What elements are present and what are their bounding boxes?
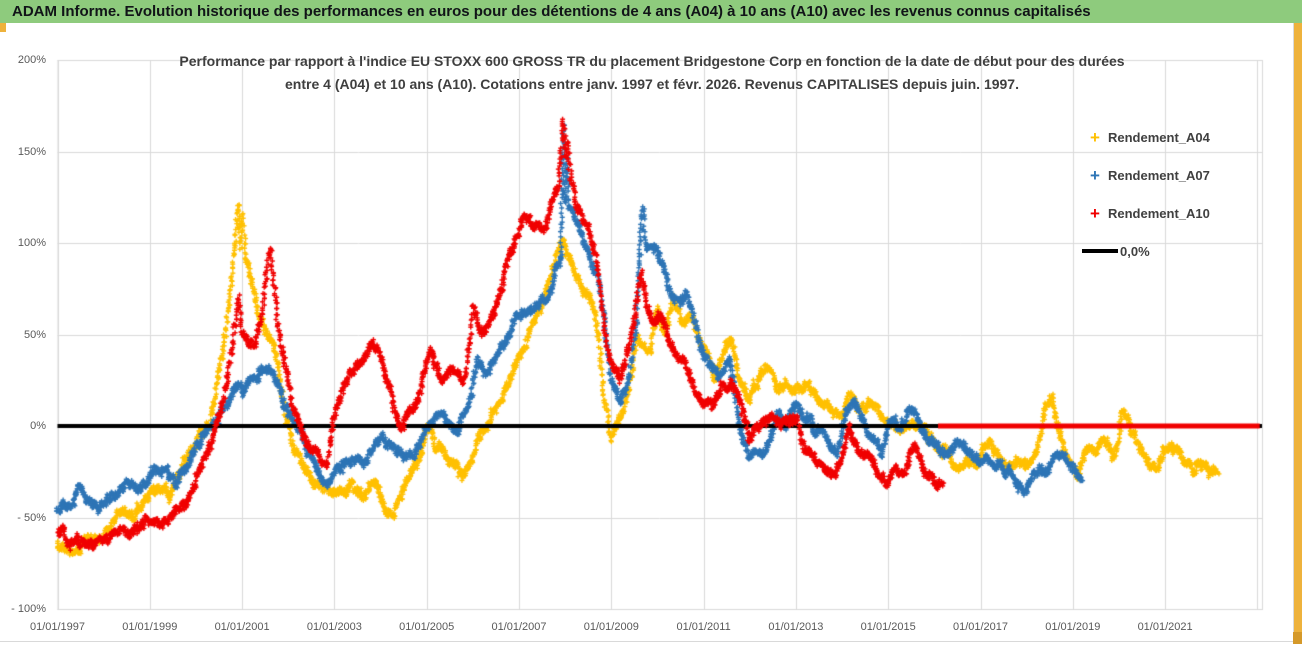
legend-item-zero-line[interactable]: 0,0% <box>1082 232 1257 270</box>
legend-item-a07[interactable]: + Rendement_A07 <box>1082 156 1257 194</box>
legend-item-a10[interactable]: + Rendement_A10 <box>1082 194 1257 232</box>
legend-item-a04[interactable]: + Rendement_A04 <box>1082 118 1257 156</box>
x-axis-label: 01/01/2021 <box>1137 621 1193 633</box>
plus-marker-icon: + <box>1090 165 1100 185</box>
header-title: ADAM Informe. Evolution historique des p… <box>12 3 1091 20</box>
x-axis-label: 01/01/2001 <box>214 621 270 633</box>
x-axis-label: 01/01/2019 <box>1045 621 1101 633</box>
selection-corner-handle[interactable] <box>1293 632 1302 644</box>
y-axis-label: - 50% <box>17 511 46 524</box>
legend-label: Rendement_A04 <box>1108 129 1210 145</box>
y-axis-label: 0% <box>30 420 46 432</box>
y-axis-label: 150% <box>17 145 46 158</box>
performance-scatter-chart[interactable] <box>0 23 1302 647</box>
plus-marker-icon: + <box>1090 203 1100 223</box>
selection-border-right[interactable] <box>1294 23 1302 644</box>
x-axis-label: 01/01/2005 <box>399 621 455 633</box>
x-axis-label: 01/01/2003 <box>306 621 362 633</box>
legend-label: Rendement_A07 <box>1108 167 1210 183</box>
x-axis-label: 01/01/2009 <box>583 621 639 633</box>
y-axis-label: 100% <box>17 237 46 249</box>
x-axis-label: 01/01/2007 <box>491 621 547 633</box>
y-axis-label: 200% <box>17 54 46 66</box>
legend-label: Rendement_A10 <box>1108 205 1210 221</box>
legend-label: 0,0% <box>1120 243 1150 259</box>
x-axis-label: 01/01/1999 <box>122 621 178 633</box>
legend: + Rendement_A04 + Rendement_A07 + Rendem… <box>1082 118 1257 270</box>
plus-marker-icon: + <box>1090 127 1100 147</box>
header-bar: ADAM Informe. Evolution historique des p… <box>0 0 1302 23</box>
chart-frame-border <box>1293 23 1294 641</box>
chart-frame-border <box>0 641 1293 642</box>
y-axis-label: 50% <box>23 328 46 341</box>
x-axis-label: 01/01/2017 <box>952 621 1009 633</box>
x-axis-label: 01/01/1997 <box>29 621 86 633</box>
y-axis-label: - 100% <box>11 603 46 615</box>
x-axis-label: 01/01/2013 <box>768 621 824 633</box>
selection-corner-handle[interactable] <box>0 23 6 32</box>
x-axis-label: 01/01/2015 <box>860 621 916 633</box>
x-axis-label: 01/01/2011 <box>676 621 731 633</box>
zero-line-icon <box>1082 249 1118 253</box>
